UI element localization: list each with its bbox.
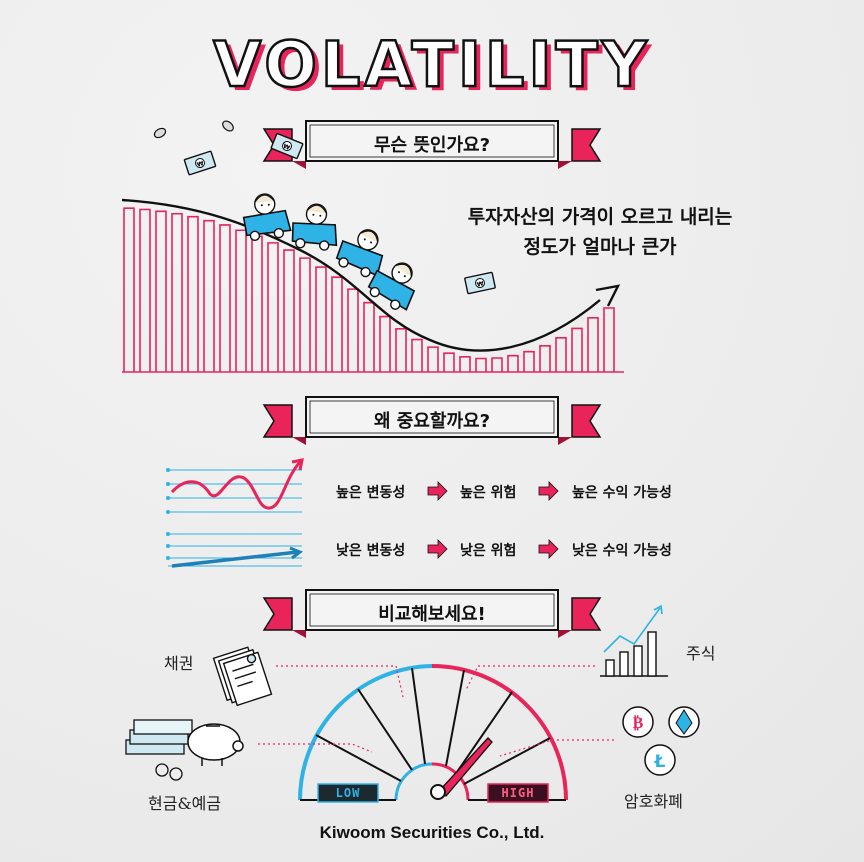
coaster-support-bar	[459, 356, 471, 372]
high-risk-label: 높은 위험	[460, 485, 517, 501]
coaster-support-bar	[315, 266, 327, 372]
coaster-support-bar	[523, 350, 535, 372]
low-volatility-graph	[166, 532, 304, 568]
coaster-support-bar	[171, 212, 183, 372]
crypto-label: 암호화폐	[624, 792, 683, 811]
high-volatility-label: 높은 변동성	[336, 485, 406, 501]
volatility-gauge	[298, 664, 568, 803]
coin-icon	[222, 120, 234, 132]
money-bill-icon	[463, 271, 497, 295]
high-volatility-graph	[166, 458, 304, 514]
footer-company: Kiwoom Securities Co., Ltd.	[319, 823, 545, 842]
gauge-high-label: HIGH	[501, 786, 535, 800]
coaster-support-bar	[139, 208, 151, 372]
coaster-support-bar	[155, 210, 167, 372]
coaster-support-bar	[603, 307, 615, 372]
arrow-right-icon	[538, 481, 559, 501]
high-return-label: 높은 수익 가능성	[572, 485, 672, 501]
coaster-support-bar	[379, 315, 391, 372]
coaster-support-bar	[491, 357, 503, 372]
coaster-support-bar	[331, 276, 343, 372]
low-volatility-label: 낮은 변동성	[336, 543, 406, 559]
coaster-support-bar	[283, 249, 295, 372]
coaster-support-bar	[395, 328, 407, 372]
coaster-support-bar	[123, 207, 135, 372]
low-risk-label: 낮은 위험	[460, 543, 517, 559]
coaster-support-bar	[203, 219, 215, 372]
coaster-support-bar	[507, 354, 519, 372]
coaster-support-bar	[187, 215, 199, 372]
document-stack-icon	[212, 646, 273, 707]
coaster-support-bar	[475, 357, 487, 372]
coaster-support-bar	[443, 352, 455, 372]
piggy-bank-icon	[187, 723, 244, 766]
low-return-label: 낮은 수익 가능성	[572, 543, 672, 559]
arrow-right-icon	[595, 284, 621, 307]
connector-crypto	[499, 739, 614, 757]
bitcoin-icon: ₿	[622, 706, 654, 738]
ethereum-icon	[668, 706, 700, 738]
coaster-support-bar	[571, 327, 583, 372]
description-line-2: 정도가 얼마나 큰가	[523, 236, 677, 258]
coaster-support-bar	[411, 338, 423, 372]
arrow-right-icon	[427, 481, 448, 501]
arrow-right-icon	[427, 539, 448, 559]
coaster-support-bar	[235, 229, 247, 372]
svg-text:₿: ₿	[633, 713, 644, 732]
money-bill-icon	[183, 150, 217, 176]
roller-coaster-car-icon	[331, 220, 395, 284]
coaster-track	[121, 198, 601, 352]
roller-coaster-car-icon	[241, 191, 292, 242]
coaster-support-bar	[251, 235, 263, 372]
bonds-label: 채권	[164, 654, 194, 673]
connector-bonds	[276, 665, 404, 698]
low-tag	[317, 783, 379, 803]
coaster-support-bars	[122, 207, 624, 373]
page-title: VOLATILITY	[212, 27, 651, 103]
connector-cash	[258, 743, 373, 753]
coaster-support-bar	[555, 337, 567, 372]
connector-stocks	[465, 665, 595, 691]
coaster-support-bar	[299, 257, 311, 372]
coaster-support-bar	[267, 242, 279, 372]
svg-text:Ł: Ł	[654, 752, 666, 772]
litecoin-icon: Ł	[644, 744, 676, 776]
gauge-low-label: LOW	[335, 786, 361, 800]
bar-chart-icon	[600, 604, 668, 677]
coaster-support-bar	[427, 346, 439, 372]
coaster-support-bar	[219, 224, 231, 372]
section-heading-why: 왜 중요할까요?	[373, 411, 491, 432]
gauge-needle-icon	[430, 737, 493, 800]
arrow-right-icon	[538, 539, 559, 559]
stocks-label: 주식	[686, 644, 716, 663]
coaster-support-bar	[347, 288, 359, 372]
cash-stack-icon	[125, 719, 193, 781]
coin-icon	[153, 127, 167, 139]
description-line-1: 투자자산의 가격이 오르고 내리는	[467, 206, 733, 228]
section-heading-what: 무슨 뜻인가요?	[373, 135, 491, 156]
coaster-support-bar	[587, 317, 599, 372]
roller-coaster-car-icon	[288, 200, 343, 254]
coaster-support-bar	[363, 301, 375, 372]
section-heading-compare: 비교해보세요!	[378, 604, 486, 625]
cash-deposits-label: 현금&예금	[148, 794, 222, 813]
high-tag	[487, 783, 549, 803]
coaster-support-bar	[539, 344, 551, 372]
